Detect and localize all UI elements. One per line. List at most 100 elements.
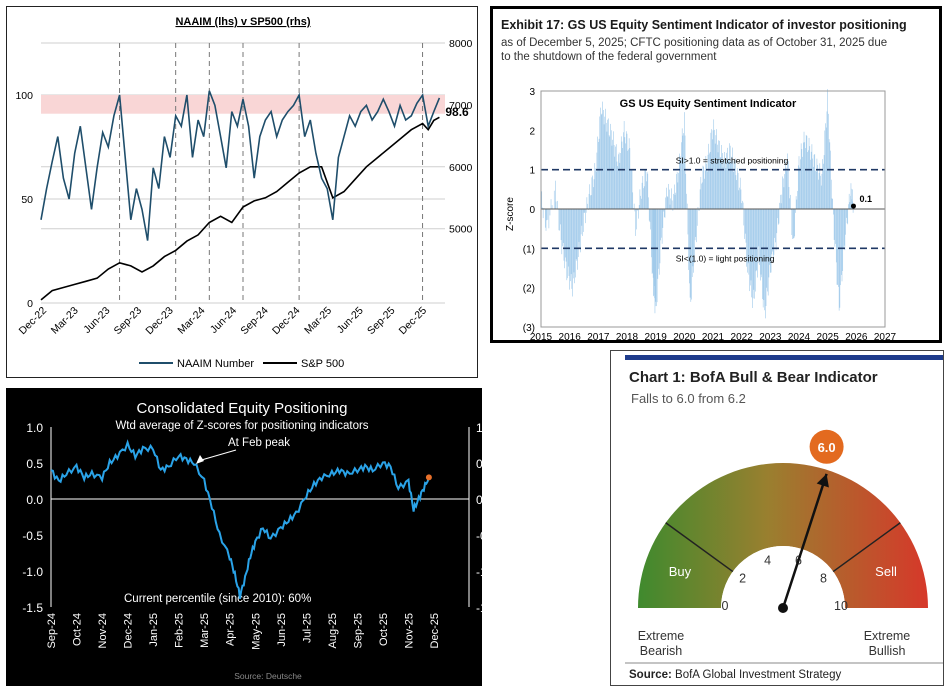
sentiment-bar bbox=[687, 209, 689, 235]
sentiment-bar bbox=[676, 174, 677, 209]
sentiment-bar bbox=[629, 148, 631, 209]
sentiment-bar bbox=[617, 166, 618, 209]
sentiment-bar bbox=[583, 209, 585, 213]
sentiment-bar bbox=[816, 158, 818, 209]
sentiment-bar bbox=[605, 108, 606, 209]
sentiment-bar bbox=[541, 191, 543, 209]
sentiment-bar bbox=[574, 209, 575, 284]
sentiment-bar bbox=[832, 198, 833, 209]
sentiment-bar bbox=[788, 186, 790, 209]
sentiment-bar bbox=[544, 209, 546, 228]
sentiment-bar bbox=[656, 209, 658, 303]
sentiment-bar bbox=[600, 107, 601, 209]
sentiment-bar bbox=[591, 177, 593, 209]
sentiment-bar bbox=[843, 209, 844, 249]
sentiment-bar bbox=[704, 170, 706, 209]
sentiment-bar bbox=[758, 209, 760, 247]
sentiment-bar bbox=[641, 182, 643, 209]
sentiment-bar bbox=[647, 173, 649, 209]
sentiment-bar bbox=[594, 163, 596, 209]
sentiment-bar bbox=[548, 209, 550, 229]
sentiment-bar bbox=[695, 209, 697, 237]
sentiment-bar bbox=[565, 209, 566, 258]
sentiment-bar bbox=[668, 189, 670, 209]
sentiment-bar bbox=[658, 209, 659, 269]
x-tick-label: Oct-24 bbox=[72, 613, 84, 646]
sentiment-bar bbox=[767, 209, 768, 292]
sentiment-bar bbox=[572, 209, 574, 279]
sentiment-bar bbox=[566, 209, 568, 281]
sentiment-bar bbox=[797, 165, 799, 209]
y-tick-label: 2 bbox=[529, 126, 535, 137]
sentiment-bar bbox=[580, 209, 581, 253]
consolidated-positioning-panel: Consolidated Equity Positioning Wtd aver… bbox=[6, 388, 482, 686]
gs-sentiment-panel: Exhibit 17: GS US Equity Sentiment Indic… bbox=[490, 6, 942, 343]
sentiment-bar bbox=[682, 135, 684, 209]
sentiment-bar bbox=[670, 198, 672, 209]
x-tick-label: 2016 bbox=[559, 332, 582, 340]
sentiment-bar bbox=[815, 170, 816, 209]
sentiment-bar bbox=[622, 148, 624, 209]
gauge-tick-label: 2 bbox=[739, 572, 746, 586]
sentiment-bar bbox=[679, 156, 681, 209]
x-tick-label: 2027 bbox=[874, 332, 897, 340]
x-tick-label: Sep-23 bbox=[112, 305, 145, 338]
sentiment-bar bbox=[596, 152, 598, 209]
sentiment-bar bbox=[562, 209, 563, 247]
sentiment-bar bbox=[751, 209, 753, 298]
sentiment-bar bbox=[638, 209, 639, 219]
legend-label-sp500: S&P 500 bbox=[301, 358, 344, 370]
sentiment-bar bbox=[852, 209, 854, 213]
sentiment-bar bbox=[624, 137, 626, 209]
sentiment-bar bbox=[661, 209, 663, 244]
sentiment-bar bbox=[592, 175, 593, 209]
sp500-line bbox=[40, 116, 440, 301]
sentiment-bar bbox=[802, 156, 803, 209]
sentiment-bar bbox=[778, 209, 780, 224]
sentiment-bar bbox=[852, 189, 853, 209]
sentiment-bar bbox=[779, 202, 780, 209]
sentiment-bar bbox=[549, 209, 551, 216]
sentiment-bar bbox=[565, 209, 567, 262]
sentiment-bar bbox=[716, 129, 717, 209]
sentiment-bar bbox=[557, 200, 558, 209]
sentiment-bar bbox=[570, 209, 572, 275]
sentiment-bar bbox=[729, 145, 731, 209]
sentiment-bar bbox=[663, 209, 664, 212]
sentiment-bar bbox=[830, 150, 831, 209]
sentiment-bar bbox=[661, 209, 662, 238]
sentiment-bar bbox=[633, 203, 635, 209]
sentiment-bar bbox=[589, 184, 591, 209]
sentiment-bar bbox=[636, 209, 638, 211]
sentiment-bar bbox=[726, 152, 727, 209]
sentiment-bar bbox=[845, 209, 847, 218]
sentiment-bar bbox=[590, 195, 592, 209]
sentiment-bar bbox=[567, 209, 568, 279]
sentiment-bar bbox=[741, 203, 742, 209]
sentiment-bar bbox=[840, 209, 841, 286]
sentiment-bar bbox=[621, 141, 623, 209]
sentiment-bar bbox=[585, 209, 587, 213]
x-tick-label: Jun-24 bbox=[208, 305, 239, 336]
x-tick-label: Mar-23 bbox=[49, 305, 81, 337]
sentiment-bar bbox=[607, 119, 608, 209]
sentiment-bar bbox=[699, 209, 700, 211]
sentiment-bar bbox=[821, 173, 823, 209]
gauge-tick-label: 0 bbox=[722, 599, 729, 613]
sentiment-bar bbox=[848, 204, 849, 209]
lower-threshold-label: SI<(1.0) = light positioning bbox=[676, 253, 775, 263]
sentiment-bar bbox=[731, 156, 732, 209]
y-tick-label-left: 1.0 bbox=[26, 421, 43, 435]
sentiment-bar bbox=[742, 202, 744, 209]
sentiment-bar bbox=[587, 203, 588, 209]
sentiment-bar bbox=[680, 160, 682, 209]
sentiment-bar bbox=[839, 209, 841, 308]
current-value-label: 0.1 bbox=[859, 194, 872, 204]
chart-title: NAAIM (lhs) v SP500 (rhs) bbox=[175, 16, 310, 28]
sentiment-bar bbox=[701, 182, 703, 209]
sentiment-bar bbox=[837, 209, 839, 285]
sentiment-bar bbox=[545, 209, 547, 231]
sentiment-bar bbox=[584, 209, 586, 213]
x-tick-label: 2017 bbox=[587, 332, 610, 340]
sentiment-bar bbox=[576, 209, 578, 261]
